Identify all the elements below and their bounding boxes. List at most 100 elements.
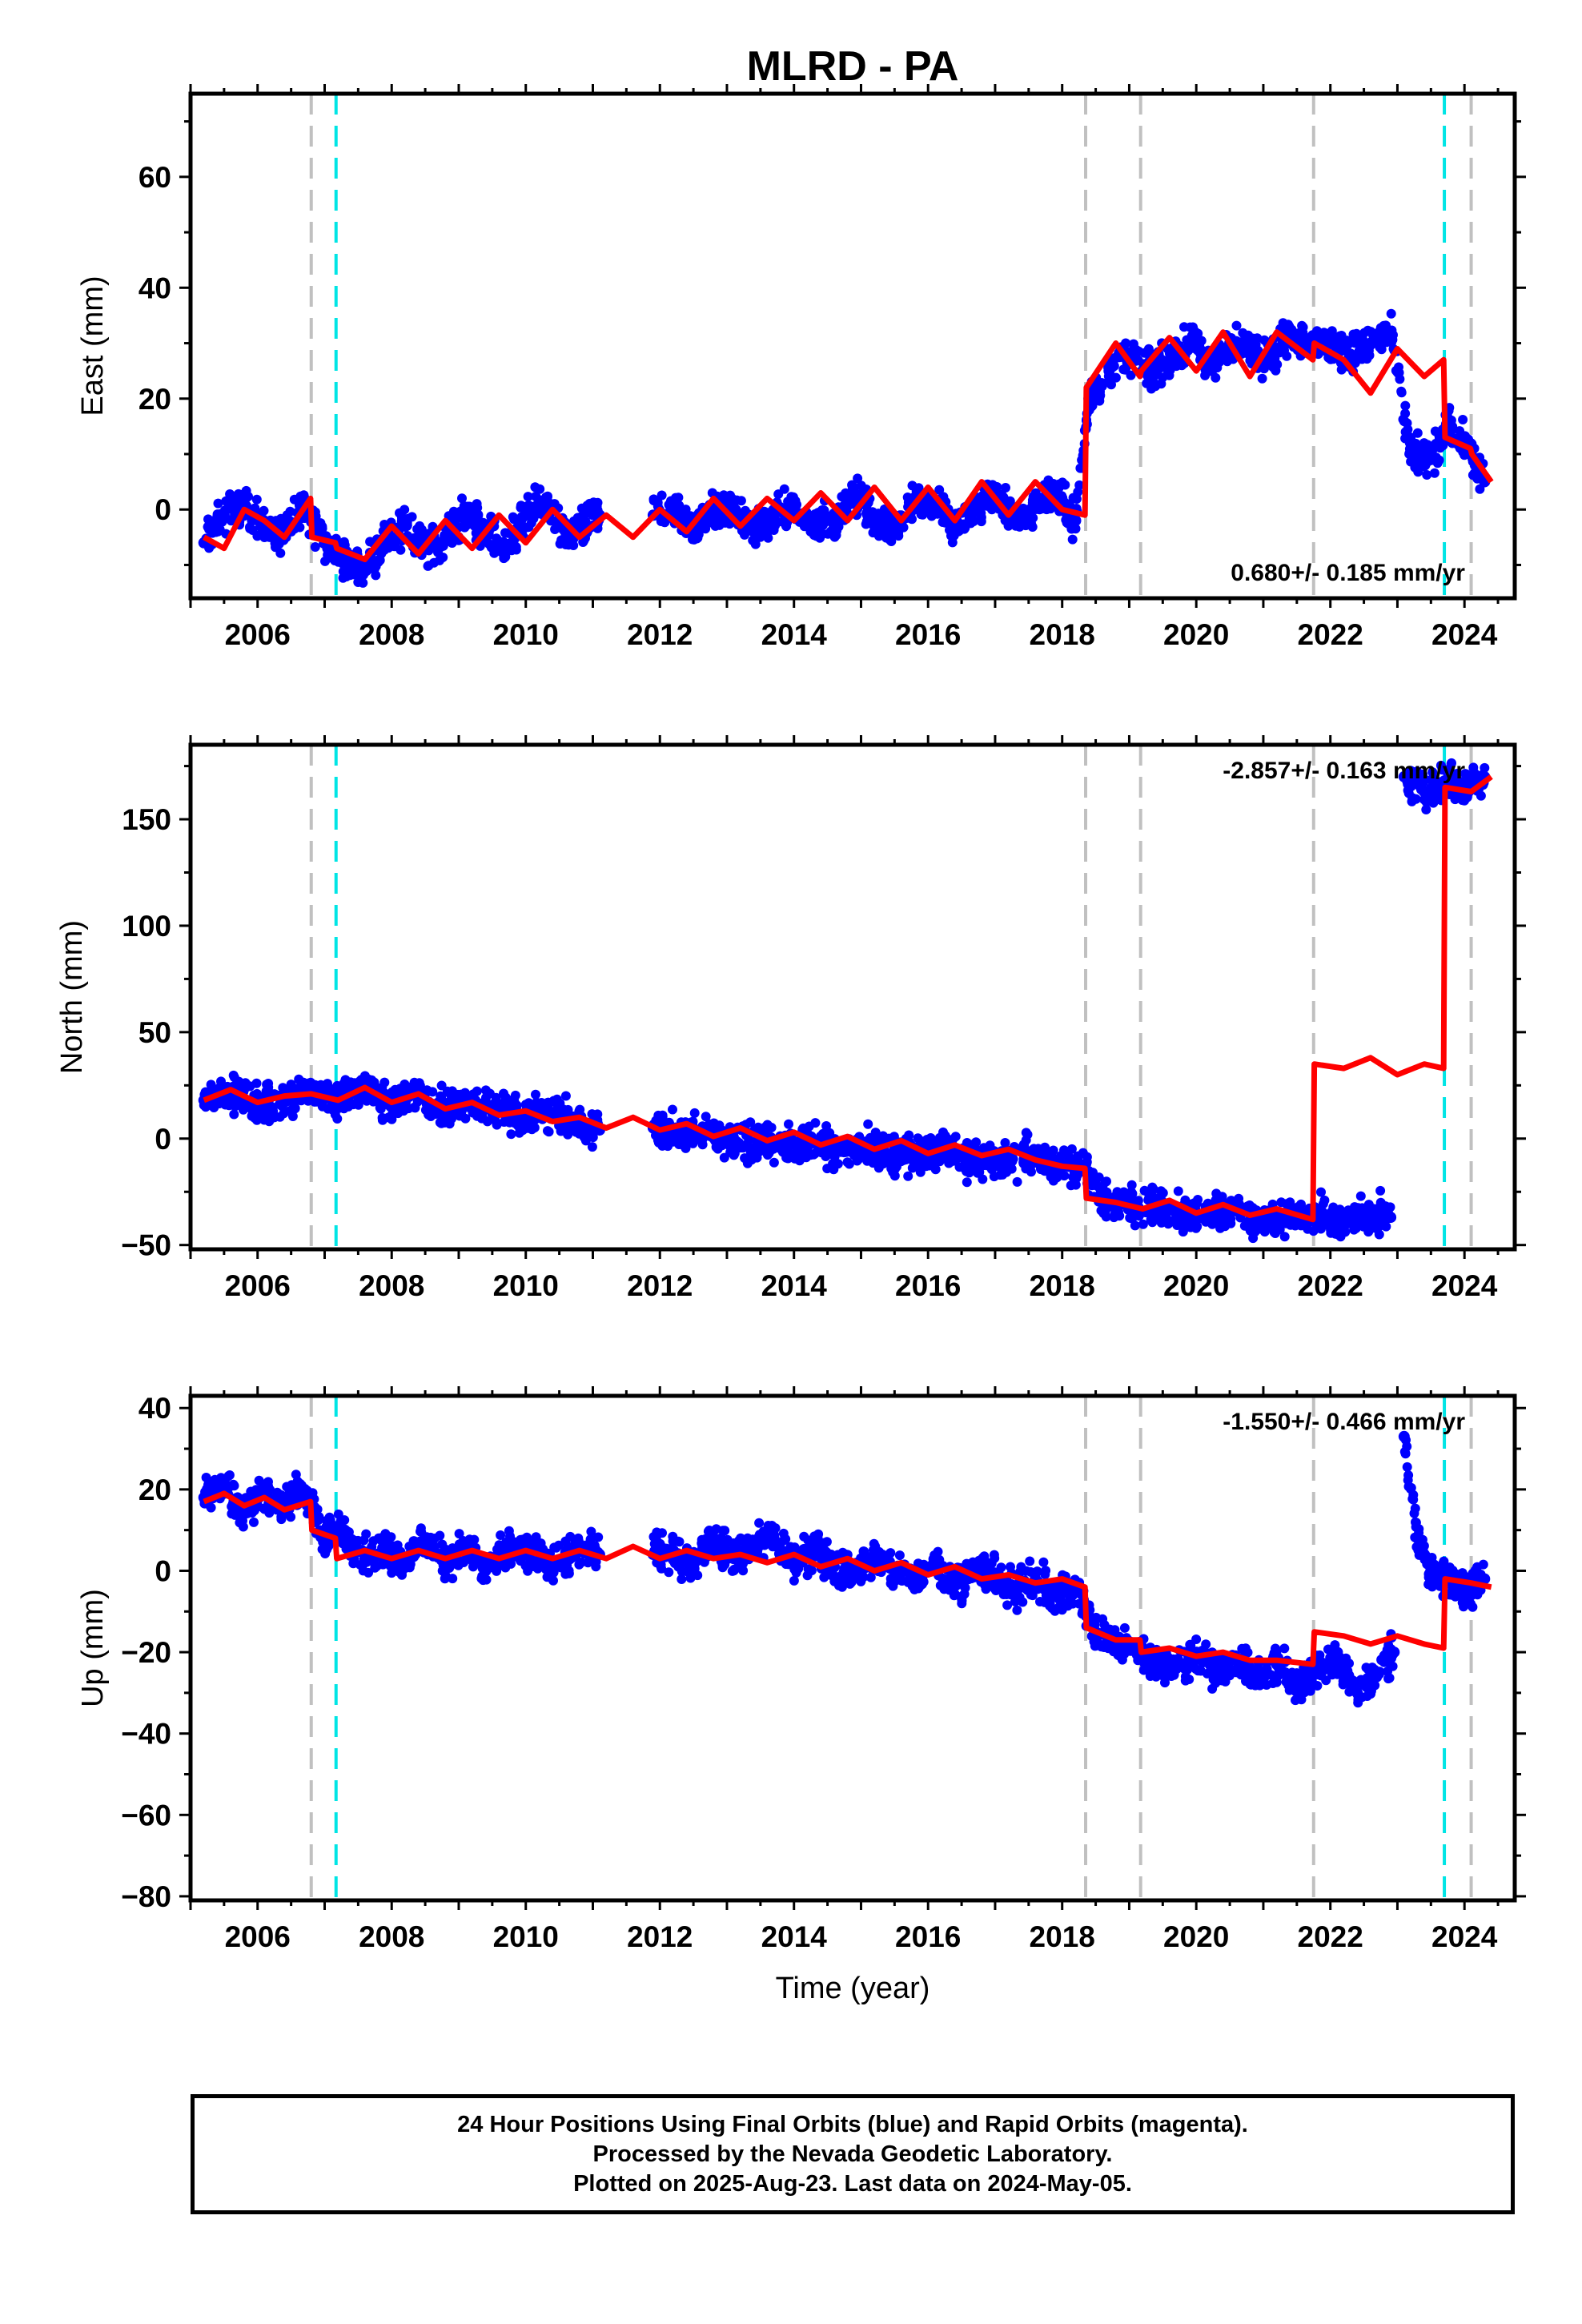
observation-point xyxy=(1406,778,1416,789)
model-line xyxy=(203,774,1493,1223)
observation-point xyxy=(774,1142,785,1152)
observation-point xyxy=(810,509,821,519)
observation-point xyxy=(412,524,423,534)
observation-point xyxy=(1156,379,1166,389)
observation-point xyxy=(783,1153,793,1164)
observation-point xyxy=(1070,524,1081,534)
observation-point xyxy=(720,517,730,528)
observation-point xyxy=(749,1152,759,1163)
observation-point xyxy=(1257,373,1267,384)
observation-point xyxy=(1219,1208,1229,1218)
rate-annotation: 0.680+/- 0.185 mm/yr xyxy=(1231,560,1465,586)
observation-point xyxy=(1070,515,1082,527)
x-tick-label: 2024 xyxy=(1431,1269,1498,1302)
observation-point xyxy=(701,1112,711,1122)
observation-point xyxy=(1354,346,1364,356)
observation-point xyxy=(387,1109,397,1120)
observation-point xyxy=(555,1122,565,1132)
observation-point xyxy=(1006,1164,1017,1174)
observation-point xyxy=(1104,377,1114,388)
observation-point xyxy=(962,1177,972,1188)
observation-point xyxy=(892,1161,901,1172)
observation-point xyxy=(204,525,215,534)
observation-point xyxy=(436,1080,447,1091)
observation-point xyxy=(964,513,974,524)
observation-point xyxy=(1036,1164,1046,1175)
observation-point xyxy=(750,539,761,549)
observation-point xyxy=(563,1129,573,1140)
observation-point xyxy=(869,515,881,527)
observation-point xyxy=(1012,1176,1022,1187)
observation-point xyxy=(480,1085,491,1096)
observation-point xyxy=(447,1092,457,1103)
observation-point xyxy=(568,516,579,526)
observation-point xyxy=(1279,345,1289,356)
observation-point xyxy=(1315,1224,1326,1234)
observation-point xyxy=(340,1075,351,1085)
observation-point xyxy=(889,521,901,532)
observation-point xyxy=(719,1152,729,1163)
observation-point xyxy=(457,493,467,504)
chart-title: MLRD - PA xyxy=(747,43,959,90)
observation-point xyxy=(415,1080,425,1091)
observation-point xyxy=(864,1154,874,1164)
observation-point xyxy=(853,473,863,484)
observation-point xyxy=(1341,337,1351,348)
observation-point xyxy=(331,549,341,560)
y-tick-label: 60 xyxy=(139,161,171,194)
plot-frame xyxy=(188,91,1517,601)
observation-point xyxy=(874,1154,884,1164)
observation-point xyxy=(409,533,420,543)
observation-point xyxy=(454,1529,464,1539)
observation-point xyxy=(400,521,411,532)
observation-point xyxy=(229,1109,239,1120)
observation-point xyxy=(793,1140,803,1151)
observation-point xyxy=(935,1153,945,1164)
observation-point xyxy=(1430,795,1440,806)
observation-point xyxy=(578,537,588,547)
x-tick-label: 2014 xyxy=(761,618,828,651)
observation-point xyxy=(1476,790,1486,801)
observation-point xyxy=(710,521,721,531)
observation-point xyxy=(1112,1187,1122,1197)
observation-point xyxy=(1026,1167,1036,1177)
observation-point xyxy=(1364,1209,1376,1221)
observation-point xyxy=(392,1089,403,1100)
observation-point xyxy=(460,1088,470,1098)
observation-point xyxy=(969,504,981,516)
observation-point xyxy=(371,570,381,581)
observation-point xyxy=(540,498,552,510)
observation-point xyxy=(523,492,533,502)
observation-point xyxy=(881,533,891,543)
observation-point xyxy=(788,504,800,516)
observation-point xyxy=(1324,1212,1334,1223)
observation-point xyxy=(213,498,223,509)
observation-point xyxy=(369,1077,379,1088)
observation-point xyxy=(530,482,540,493)
observation-point xyxy=(1316,1187,1326,1197)
observation-point xyxy=(893,531,904,541)
observation-point xyxy=(251,494,262,505)
observation-point xyxy=(996,1154,1008,1166)
observation-point xyxy=(564,1566,574,1576)
observation-point xyxy=(523,1566,533,1576)
observation-point xyxy=(1405,448,1417,460)
observation-point xyxy=(1421,805,1431,814)
observation-point xyxy=(1166,1205,1176,1216)
observation-point xyxy=(938,1127,948,1137)
observation-point xyxy=(468,1108,478,1118)
observation-point xyxy=(481,1574,492,1585)
observation-point xyxy=(829,515,840,527)
x-tick-label: 2006 xyxy=(225,1269,291,1302)
observation-point xyxy=(828,1159,838,1169)
observation-point xyxy=(1244,343,1256,355)
observation-point xyxy=(817,505,827,515)
observation-point xyxy=(863,1119,873,1129)
observation-point xyxy=(228,1070,239,1080)
observation-point xyxy=(334,1103,344,1113)
observation-point xyxy=(1410,462,1420,472)
observation-point xyxy=(1180,1195,1191,1205)
observation-point xyxy=(1425,453,1437,465)
east-panel: 2006 2008 2010 2012 2014 2016 2018 2020 2022 2024… xyxy=(76,84,1526,651)
observation-point xyxy=(416,1523,426,1534)
